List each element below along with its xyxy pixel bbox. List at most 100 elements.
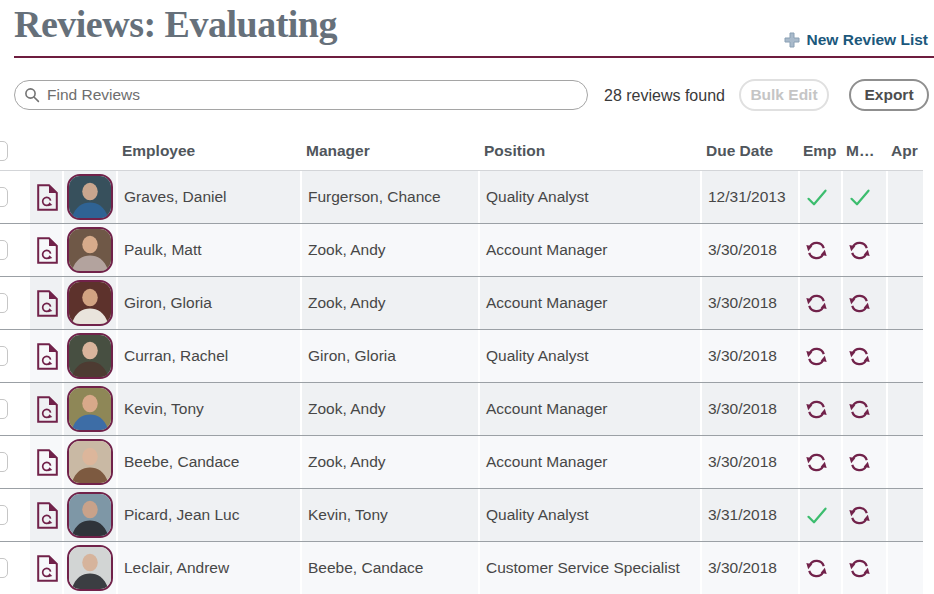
results-count: 28 reviews found xyxy=(604,87,725,105)
avatar[interactable] xyxy=(67,227,113,273)
row-select-cell xyxy=(0,330,28,382)
export-button[interactable]: Export xyxy=(849,79,929,111)
avatar[interactable] xyxy=(67,492,113,538)
mgr-approval-status xyxy=(841,542,886,594)
position: Quality Analyst xyxy=(478,489,700,541)
employee-name: Picard, Jean Luc xyxy=(116,489,300,541)
sync-icon xyxy=(805,398,828,421)
position: Customer Service Specialist xyxy=(478,542,700,594)
avatar-cell xyxy=(62,330,116,382)
avatar-cell xyxy=(62,489,116,541)
employee-name: Beebe, Candace xyxy=(116,436,300,488)
emp-approval-status xyxy=(798,489,841,541)
apr-status xyxy=(886,330,923,382)
row-checkbox[interactable] xyxy=(0,505,8,525)
row-checkbox[interactable] xyxy=(0,293,8,313)
review-document-icon[interactable] xyxy=(36,184,59,211)
sync-icon xyxy=(848,292,871,315)
employee-name: Leclair, Andrew xyxy=(116,542,300,594)
due-date: 3/31/2018 xyxy=(700,489,798,541)
table-row[interactable]: Curran, Rachel Giron, Gloria Quality Ana… xyxy=(0,329,923,382)
avatar[interactable] xyxy=(67,386,113,432)
avatar-cell xyxy=(62,171,116,223)
table-row[interactable]: Picard, Jean Luc Kevin, Tony Quality Ana… xyxy=(0,488,923,541)
sync-icon xyxy=(848,239,871,262)
avatar[interactable] xyxy=(67,174,113,220)
table-row[interactable]: Kevin, Tony Zook, Andy Account Manager 3… xyxy=(0,382,923,435)
row-checkbox[interactable] xyxy=(0,452,8,472)
review-document-cell xyxy=(28,436,62,488)
row-checkbox[interactable] xyxy=(0,240,8,260)
review-document-cell xyxy=(28,542,62,594)
due-date: 3/30/2018 xyxy=(700,277,798,329)
apr-status xyxy=(886,489,923,541)
column-header-due-date[interactable]: Due Date xyxy=(700,142,798,160)
due-date: 3/30/2018 xyxy=(700,542,798,594)
column-header-apr[interactable]: Apr xyxy=(886,142,923,160)
new-review-list-label: New Review List xyxy=(807,31,928,49)
table-row[interactable]: Paulk, Matt Zook, Andy Account Manager 3… xyxy=(0,223,923,276)
due-date: 12/31/2013 xyxy=(700,171,798,223)
bulk-edit-button[interactable]: Bulk Edit xyxy=(739,79,829,111)
person-photo xyxy=(69,335,111,377)
table-row[interactable]: Leclair, Andrew Beebe, Candace Customer … xyxy=(0,541,923,594)
review-document-icon[interactable] xyxy=(36,449,59,476)
mgr-approval-status xyxy=(841,330,886,382)
person-photo xyxy=(69,388,111,430)
table-row[interactable]: Giron, Gloria Zook, Andy Account Manager… xyxy=(0,276,923,329)
select-all-cell xyxy=(0,141,28,161)
avatar[interactable] xyxy=(67,439,113,485)
row-checkbox[interactable] xyxy=(0,346,8,366)
table-body: Graves, Daniel Furgerson, Chance Quality… xyxy=(0,170,923,594)
avatar[interactable] xyxy=(67,280,113,326)
column-header-manager[interactable]: Manager xyxy=(300,142,478,160)
apr-status xyxy=(886,224,923,276)
sync-icon xyxy=(805,239,828,262)
new-review-list-button[interactable]: New Review List xyxy=(784,31,928,49)
avatar[interactable] xyxy=(67,333,113,379)
row-checkbox[interactable] xyxy=(0,558,8,578)
column-header-mgr-approval[interactable]: M… xyxy=(841,142,886,160)
manager-name: Giron, Gloria xyxy=(300,330,478,382)
review-document-cell xyxy=(28,330,62,382)
row-select-cell xyxy=(0,436,28,488)
sync-icon xyxy=(805,451,828,474)
review-document-icon[interactable] xyxy=(36,502,59,529)
person-photo xyxy=(69,229,111,271)
avatar-cell xyxy=(62,542,116,594)
column-header-position[interactable]: Position xyxy=(478,142,700,160)
search-input[interactable] xyxy=(14,80,588,110)
column-header-emp-approval[interactable]: Emp xyxy=(798,142,841,160)
position: Quality Analyst xyxy=(478,330,700,382)
manager-name: Zook, Andy xyxy=(300,383,478,435)
table-header-row: Employee Manager Position Due Date Emp M… xyxy=(0,132,923,170)
table-row[interactable]: Graves, Daniel Furgerson, Chance Quality… xyxy=(0,170,923,223)
select-all-checkbox[interactable] xyxy=(0,141,8,161)
employee-name: Curran, Rachel xyxy=(116,330,300,382)
review-document-icon[interactable] xyxy=(36,396,59,423)
row-checkbox[interactable] xyxy=(0,187,8,207)
title-divider xyxy=(14,56,934,58)
search-box xyxy=(14,80,588,110)
review-document-icon[interactable] xyxy=(36,237,59,264)
review-document-icon[interactable] xyxy=(36,290,59,317)
person-photo xyxy=(69,282,111,324)
avatar-cell xyxy=(62,277,116,329)
check-icon xyxy=(848,185,872,209)
check-icon xyxy=(805,503,829,527)
position: Account Manager xyxy=(478,383,700,435)
search-icon xyxy=(24,87,40,103)
avatar[interactable] xyxy=(67,545,113,591)
position: Account Manager xyxy=(478,224,700,276)
row-checkbox[interactable] xyxy=(0,399,8,419)
review-document-icon[interactable] xyxy=(36,343,59,370)
review-document-icon[interactable] xyxy=(36,555,59,582)
position: Quality Analyst xyxy=(478,171,700,223)
review-document-cell xyxy=(28,489,62,541)
sync-icon xyxy=(805,292,828,315)
row-select-cell xyxy=(0,277,28,329)
column-header-employee[interactable]: Employee xyxy=(116,142,300,160)
table-row[interactable]: Beebe, Candace Zook, Andy Account Manage… xyxy=(0,435,923,488)
review-document-cell xyxy=(28,171,62,223)
due-date: 3/30/2018 xyxy=(700,383,798,435)
